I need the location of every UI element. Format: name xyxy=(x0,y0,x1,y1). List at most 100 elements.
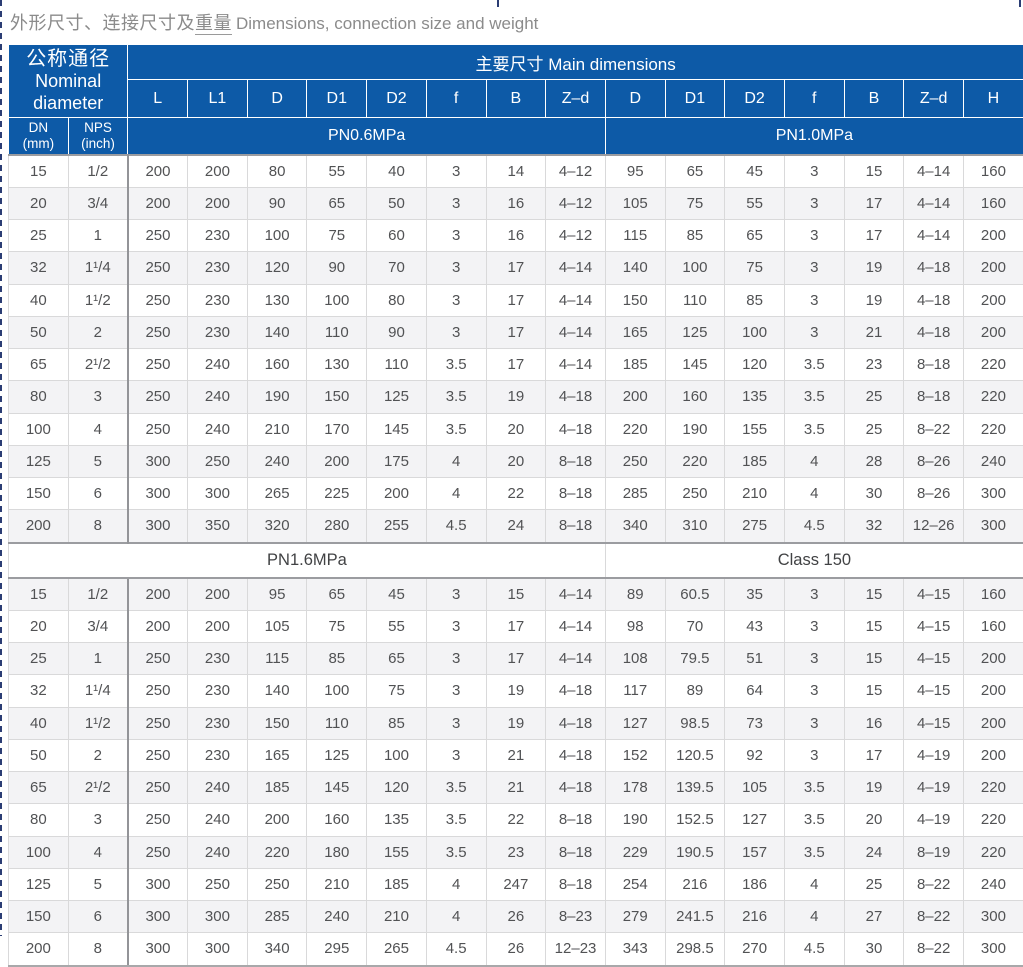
cell-value: 3 xyxy=(426,675,486,707)
cell-value: 23 xyxy=(844,349,904,381)
cell-value: 90 xyxy=(247,187,307,219)
cell-value: 220 xyxy=(605,413,665,445)
cell-value: 20 xyxy=(486,413,546,445)
cell-value: 145 xyxy=(307,772,367,804)
cell-value: 160 xyxy=(964,187,1023,219)
cell-value: 17 xyxy=(844,739,904,771)
cell-value: 200 xyxy=(964,316,1023,348)
cell-value: 160 xyxy=(964,155,1023,188)
cell-value: 19 xyxy=(486,381,546,413)
cell-value: 220 xyxy=(665,445,725,477)
cell-value: 185 xyxy=(605,349,665,381)
cell-dn: 150 xyxy=(9,478,69,510)
cell-value: 190 xyxy=(605,804,665,836)
cell-value: 230 xyxy=(188,707,248,739)
cell-value: 85 xyxy=(665,220,725,252)
cell-nps: 2¹/2 xyxy=(68,772,128,804)
cell-value: 240 xyxy=(188,836,248,868)
cell-value: 230 xyxy=(188,252,248,284)
header-row-main: 公称通径 Nominal diameter 主要尺寸 Main dimensio… xyxy=(9,45,1023,80)
cell-value: 220 xyxy=(247,836,307,868)
cell-value: 3 xyxy=(426,578,486,611)
cell-value: 3 xyxy=(784,284,844,316)
cell-value: 216 xyxy=(665,868,725,900)
cell-value: 4–14 xyxy=(546,284,606,316)
cell-value: 240 xyxy=(188,381,248,413)
cell-value: 4–19 xyxy=(904,739,964,771)
cell-value: 28 xyxy=(844,445,904,477)
cell-value: 3 xyxy=(784,187,844,219)
cell-value: 240 xyxy=(188,804,248,836)
col-header-D1-2: D1 xyxy=(665,80,725,118)
cell-value: 4–12 xyxy=(546,187,606,219)
cell-value: 4–14 xyxy=(546,610,606,642)
cell-value: 127 xyxy=(605,707,665,739)
cell-value: 4–14 xyxy=(546,643,606,675)
cell-value: 240 xyxy=(247,445,307,477)
cell-value: 4–19 xyxy=(904,804,964,836)
cell-value: 55 xyxy=(307,155,367,188)
cell-value: 250 xyxy=(128,220,188,252)
cell-value: 100 xyxy=(307,284,367,316)
cell-value: 3 xyxy=(426,610,486,642)
cell-value: 85 xyxy=(307,643,367,675)
cell-value: 298.5 xyxy=(665,933,725,966)
cell-value: 110 xyxy=(307,316,367,348)
cell-value: 250 xyxy=(128,252,188,284)
cell-value: 4–15 xyxy=(904,578,964,611)
col-header-Zd: Z–d xyxy=(546,80,606,118)
cell-value: 120.5 xyxy=(665,739,725,771)
cell-value: 3.5 xyxy=(784,804,844,836)
cell-value: 300 xyxy=(128,933,188,966)
cell-value: 300 xyxy=(128,445,188,477)
cell-value: 250 xyxy=(128,316,188,348)
cell-value: 230 xyxy=(188,643,248,675)
cell-value: 200 xyxy=(128,155,188,188)
cell-value: 240 xyxy=(307,901,367,933)
cell-value: 25 xyxy=(844,413,904,445)
cell-value: 250 xyxy=(605,445,665,477)
cell-value: 300 xyxy=(128,868,188,900)
cell-value: 175 xyxy=(367,445,427,477)
col-header-f: f xyxy=(426,80,486,118)
cell-value: 45 xyxy=(725,155,785,188)
cell-value: 230 xyxy=(188,739,248,771)
cell-value: 4–14 xyxy=(546,349,606,381)
cell-nps: 2 xyxy=(68,739,128,771)
cell-value: 4 xyxy=(426,868,486,900)
cell-value: 3 xyxy=(426,252,486,284)
cell-value: 85 xyxy=(725,284,785,316)
cell-value: 240 xyxy=(964,868,1023,900)
cell-value: 254 xyxy=(605,868,665,900)
cell-dn: 15 xyxy=(9,155,69,188)
cell-value: 26 xyxy=(486,901,546,933)
cell-value: 73 xyxy=(725,707,785,739)
cell-value: 90 xyxy=(367,316,427,348)
cell-value: 3 xyxy=(784,252,844,284)
cell-value: 65 xyxy=(307,578,367,611)
cell-value: 64 xyxy=(725,675,785,707)
cell-value: 165 xyxy=(605,316,665,348)
cell-value: 250 xyxy=(188,868,248,900)
cell-value: 4–19 xyxy=(904,772,964,804)
cell-value: 8–26 xyxy=(904,445,964,477)
cell-value: 8–19 xyxy=(904,836,964,868)
cell-value: 200 xyxy=(964,643,1023,675)
cell-value: 79.5 xyxy=(665,643,725,675)
cell-value: 4.5 xyxy=(784,510,844,543)
cell-value: 40 xyxy=(367,155,427,188)
cell-value: 8–23 xyxy=(546,901,606,933)
cell-value: 21 xyxy=(486,739,546,771)
cell-dn: 65 xyxy=(9,349,69,381)
cell-value: 55 xyxy=(725,187,785,219)
cell-value: 150 xyxy=(605,284,665,316)
cell-value: 8–18 xyxy=(904,349,964,381)
